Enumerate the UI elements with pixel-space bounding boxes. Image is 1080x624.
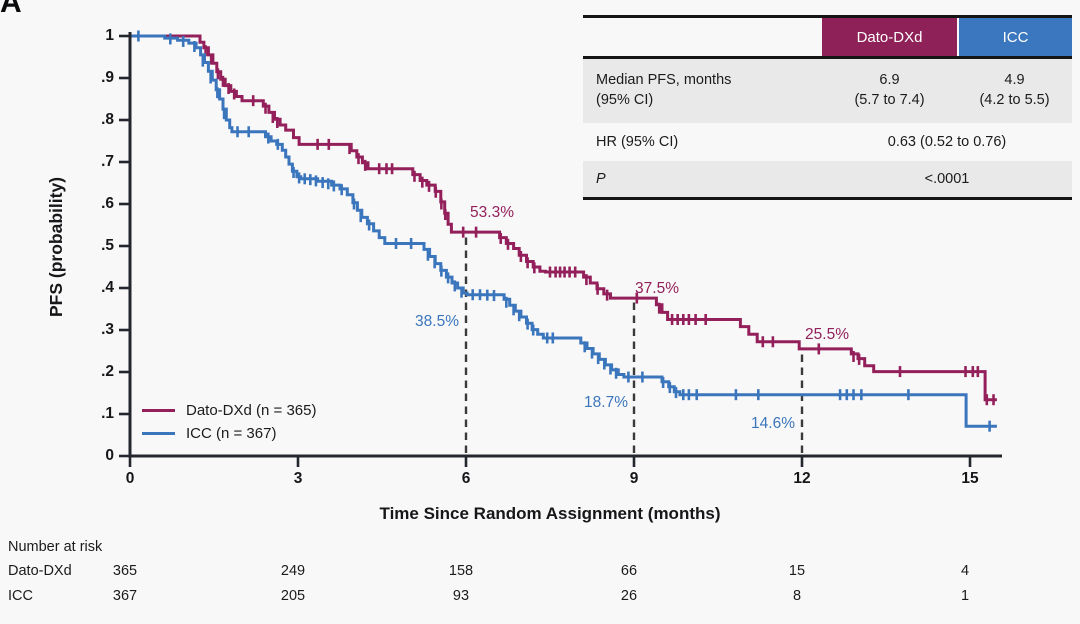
at-risk-value: 205 [280, 588, 306, 604]
icc-line-swatch-icon [142, 432, 175, 435]
at-risk-value: 249 [280, 563, 306, 579]
pct-annotation: 18.7% [584, 394, 628, 411]
at-risk-value: 8 [792, 588, 802, 604]
legend-item-icc: ICC (n = 367) [142, 422, 316, 445]
median-pfs-label-line2: (95% CI) [596, 92, 654, 108]
at-risk-row-label: Dato-DXd [8, 563, 72, 579]
x-tick-label: 6 [461, 470, 471, 487]
dato-line-swatch-icon [142, 409, 175, 412]
at-risk-value: 15 [788, 563, 806, 579]
at-risk-value: 93 [452, 588, 470, 604]
y-tick-label: .8 [101, 111, 114, 128]
header-cell-icc: ICC [957, 18, 1072, 56]
pct-annotation: 37.5% [635, 280, 679, 297]
y-tick-label: .5 [101, 237, 114, 254]
median-pfs-icc-ci: (4.2 to 5.5) [979, 92, 1050, 108]
legend: Dato-DXd (n = 365) ICC (n = 367) [142, 399, 316, 445]
legend-label: ICC (n = 367) [186, 425, 277, 442]
hr-value: 0.63 (0.52 to 0.76) [887, 134, 1007, 150]
y-tick-label: .1 [101, 405, 114, 422]
at-risk-value: 367 [112, 588, 138, 604]
y-tick-label: 1 [105, 27, 114, 44]
dato-km-curve [130, 34, 997, 402]
stats-row-median-pfs: Median PFS, months (95% CI) 6.9 (5.7 to … [583, 59, 1072, 123]
median-pfs-icc: 4.9 (4.2 to 5.5) [957, 70, 1072, 123]
x-tick-label: 0 [125, 470, 135, 487]
legend-item-dato: Dato-DXd (n = 365) [142, 399, 316, 422]
x-axis-title: Time Since Random Assignment (months) [379, 504, 721, 523]
at-risk-value: 26 [620, 588, 638, 604]
median-pfs-dato-value: 6.9 [879, 72, 900, 88]
y-tick-label: 0 [105, 447, 114, 464]
header-spacer [583, 18, 822, 56]
at-risk-value: 1 [960, 588, 970, 604]
y-tick-label: .9 [101, 69, 114, 86]
hr-label: HR (95% CI) [596, 134, 679, 150]
at-risk-value: 158 [448, 563, 474, 579]
p-label: P [596, 171, 606, 187]
y-tick-label: .2 [101, 363, 114, 380]
p-value: <.0001 [924, 171, 970, 187]
pct-annotation: 25.5% [805, 326, 849, 343]
at-risk-value: 66 [620, 563, 638, 579]
x-tick-label: 3 [293, 470, 303, 487]
at-risk-value: 4 [960, 563, 970, 579]
x-tick-label: 9 [629, 470, 639, 487]
at-risk-value: 365 [112, 563, 138, 579]
panel-label: A [0, 0, 22, 19]
y-tick-label: .7 [101, 153, 114, 170]
header-cell-dato: Dato-DXd [822, 18, 957, 56]
median-pfs-dato-ci: (5.7 to 7.4) [854, 92, 925, 108]
median-pfs-label-line1: Median PFS, months [596, 72, 732, 88]
stats-table-header: Dato-DXd ICC [583, 18, 1072, 59]
x-tick-label: 12 [793, 470, 811, 487]
y-tick-label: .6 [101, 195, 114, 212]
at-risk-title: Number at risk [8, 539, 103, 555]
y-tick-label: .4 [101, 279, 114, 296]
y-tick-label: .3 [101, 321, 114, 338]
y-axis-title: PFS (probability) [46, 177, 66, 317]
median-pfs-dato: 6.9 (5.7 to 7.4) [822, 70, 957, 123]
pct-annotation: 14.6% [751, 415, 795, 432]
x-tick-label: 15 [961, 470, 979, 487]
at-risk-row-label: ICC [8, 588, 33, 604]
median-pfs-label: Median PFS, months (95% CI) [583, 70, 822, 123]
stats-row-p: P <.0001 [583, 161, 1072, 197]
median-pfs-icc-value: 4.9 [1004, 72, 1025, 88]
stats-row-hr: HR (95% CI) 0.63 (0.52 to 0.76) [583, 123, 1072, 161]
pct-annotation: 53.3% [470, 204, 514, 221]
stats-table: Dato-DXd ICC Median PFS, months (95% CI)… [583, 15, 1072, 200]
legend-label: Dato-DXd (n = 365) [186, 402, 317, 419]
pct-annotation: 38.5% [415, 313, 459, 330]
